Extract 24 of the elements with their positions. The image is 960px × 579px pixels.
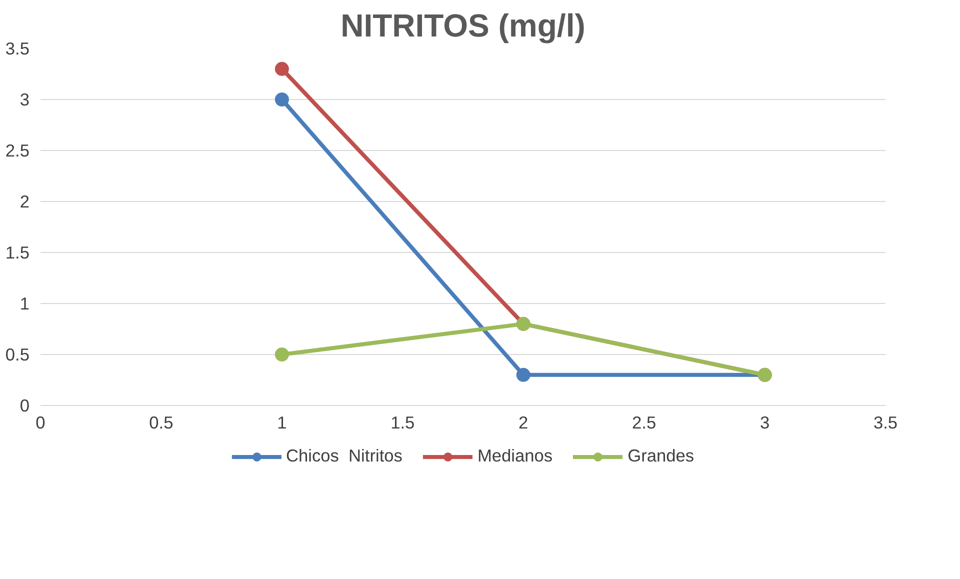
- y-tick-label: 3: [20, 90, 30, 110]
- x-tick-label: 0: [36, 412, 46, 432]
- x-tick-label: 2: [518, 412, 528, 432]
- chart-title: NITRITOS (mg/l): [340, 8, 586, 44]
- x-tick-label: 1: [277, 412, 287, 432]
- y-tick-label: 1: [20, 294, 30, 314]
- y-tick-label: 3.5: [5, 38, 30, 58]
- y-tick-label: 0: [20, 396, 30, 416]
- legend-label: Chicos Nitritos: [286, 446, 402, 466]
- y-tick-label: 2: [20, 192, 30, 212]
- legend-label: Medianos: [477, 446, 553, 466]
- point: [274, 92, 289, 106]
- y-tick-label: 1.5: [5, 242, 30, 262]
- y-tick-label: 2.5: [5, 140, 30, 160]
- point: [274, 62, 289, 76]
- y-tick-label: 0.5: [5, 344, 30, 364]
- legend-label: Grandes: [628, 446, 694, 466]
- x-tick-label: 1.5: [390, 412, 415, 432]
- x-tick-label: 0.5: [149, 412, 174, 432]
- x-tick-label: 3.5: [873, 412, 898, 432]
- x-tick-label: 3: [760, 412, 770, 432]
- point: [516, 368, 530, 382]
- point: [274, 348, 289, 362]
- x-tick-label: 2.5: [632, 412, 656, 432]
